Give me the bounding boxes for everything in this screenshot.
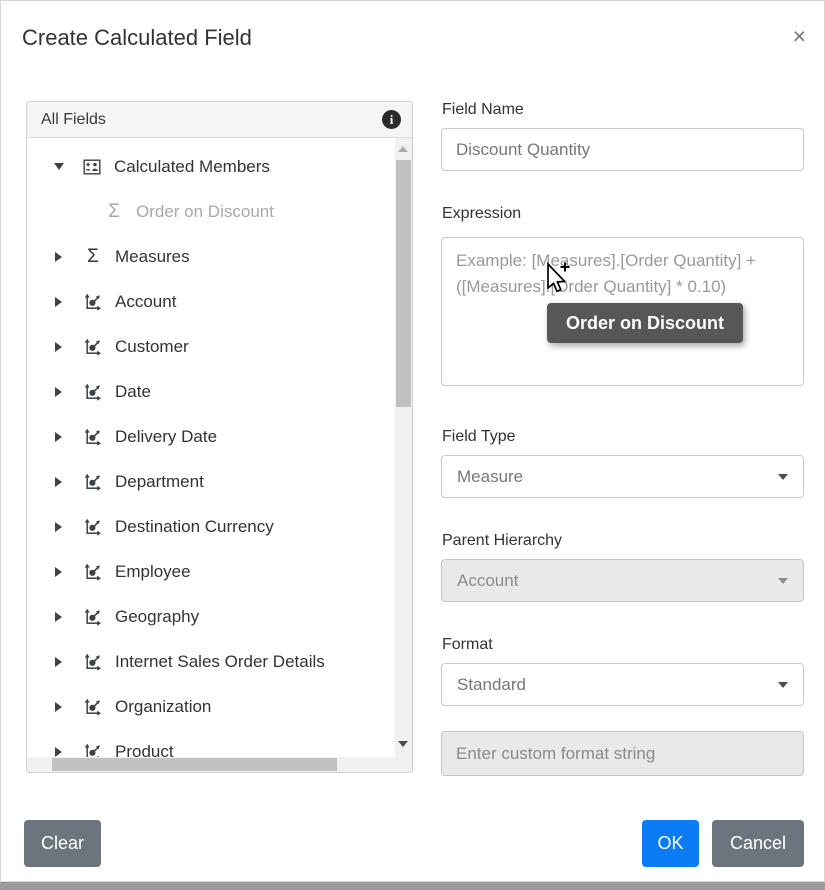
chevron-down-icon[interactable]: [54, 163, 64, 170]
scroll-down-icon[interactable]: [398, 741, 408, 747]
tree-item-department[interactable]: Department: [27, 459, 395, 504]
tree-item-destination-currency[interactable]: Destination Currency: [27, 504, 395, 549]
horizontal-scrollbar-thumb[interactable]: [52, 758, 337, 771]
tree-item-order-on-discount[interactable]: Σ Order on Discount: [27, 189, 395, 234]
tree-item-account[interactable]: Account: [27, 279, 395, 324]
chevron-right-icon[interactable]: [55, 521, 62, 532]
field-type-label: Field Type: [442, 428, 516, 445]
tree-item-calculated-members[interactable]: Calculated Members: [27, 144, 395, 189]
tree-item-customer[interactable]: Customer: [27, 324, 395, 369]
info-icon[interactable]: i: [382, 110, 401, 129]
sigma-icon: Σ: [87, 246, 99, 267]
close-icon: ×: [792, 23, 806, 49]
tree-item-product[interactable]: Product: [27, 729, 395, 757]
format-value: Standard: [457, 674, 526, 694]
expression-label: Expression: [442, 205, 522, 222]
parent-hierarchy-select: Account: [441, 559, 804, 602]
hierarchy-icon: [81, 516, 105, 538]
tree-item-label: Measures: [115, 246, 190, 266]
chevron-right-icon[interactable]: [55, 431, 62, 442]
hierarchy-icon: [81, 561, 105, 583]
sigma-icon: Σ: [102, 201, 126, 223]
tree-item-geography[interactable]: Geography: [27, 594, 395, 639]
tree-item-label: Delivery Date: [115, 426, 218, 446]
chevron-right-icon[interactable]: [55, 386, 62, 397]
field-type-value: Measure: [457, 466, 524, 486]
close-button[interactable]: ×: [793, 25, 806, 48]
tree-item-measures[interactable]: Σ Measures: [27, 234, 395, 279]
scroll-up-icon[interactable]: [398, 146, 408, 152]
chevron-right-icon[interactable]: [55, 611, 62, 622]
horizontal-scrollbar[interactable]: [27, 757, 412, 772]
page-background-strip: [28, 882, 825, 890]
chevron-right-icon[interactable]: [55, 656, 62, 667]
tree-item-employee[interactable]: Employee: [27, 549, 395, 594]
parent-hierarchy-label: Parent Hierarchy: [442, 532, 563, 549]
tree-item-label: Geography: [115, 606, 200, 626]
tree-item-date[interactable]: Date: [27, 369, 395, 414]
hierarchy-icon: [81, 606, 105, 628]
field-name-label: Field Name: [442, 101, 524, 118]
hierarchy-icon: [81, 426, 105, 448]
drag-copy-cursor: [541, 259, 575, 304]
all-fields-title: All Fields: [41, 110, 106, 128]
tree-item-label: Organization: [115, 696, 212, 716]
chevron-down-icon: [778, 473, 788, 480]
chevron-right-icon[interactable]: [55, 566, 62, 577]
format-select[interactable]: Standard: [441, 663, 804, 706]
chevron-right-icon[interactable]: [55, 476, 62, 487]
tree-item-label: Product: [115, 741, 174, 758]
calculated-members-icon: [80, 156, 104, 178]
chevron-right-icon[interactable]: [55, 341, 62, 352]
hierarchy-icon: [81, 696, 105, 718]
tree-item-label: Department: [115, 471, 204, 491]
clear-button[interactable]: Clear: [24, 820, 101, 867]
hierarchy-icon: [81, 741, 105, 757]
tree-item-label: Order on Discount: [136, 201, 274, 221]
format-label: Format: [442, 636, 493, 653]
hierarchy-icon: [81, 336, 105, 358]
hierarchy-icon: [81, 381, 105, 403]
tree-item-label: Calculated Members: [114, 156, 270, 176]
hierarchy-icon: [81, 651, 105, 673]
tree-item-delivery-date[interactable]: Delivery Date: [27, 414, 395, 459]
tree-item-label: Employee: [115, 561, 191, 581]
sigma-icon: Σ: [108, 201, 120, 222]
field-type-select[interactable]: Measure: [441, 455, 804, 498]
chevron-right-icon[interactable]: [55, 251, 62, 262]
chevron-down-icon: [778, 577, 788, 584]
dialog-title: Create Calculated Field: [22, 25, 252, 50]
vertical-scrollbar[interactable]: [395, 138, 412, 757]
custom-format-input: [441, 731, 804, 776]
cancel-button[interactable]: Cancel: [712, 820, 804, 867]
chevron-right-icon[interactable]: [55, 296, 62, 307]
tree-item-label: Account: [115, 291, 177, 311]
hierarchy-icon: [81, 471, 105, 493]
vertical-scrollbar-thumb[interactable]: [396, 160, 411, 407]
tree-item-label: Customer: [115, 336, 189, 356]
tree-item-label: Internet Sales Order Details: [115, 651, 325, 671]
tree-item-label: Date: [115, 381, 151, 401]
field-name-input[interactable]: [441, 128, 804, 171]
parent-hierarchy-value: Account: [457, 570, 519, 590]
field-tree: Calculated Members Σ Order on Discount Σ Mea…: [27, 138, 395, 757]
all-fields-header: All Fields i: [27, 102, 412, 138]
all-fields-panel: All Fields i Calculated Members Σ Order on…: [26, 101, 413, 773]
drag-tooltip: Order on Discount: [547, 303, 744, 343]
chevron-right-icon[interactable]: [55, 746, 62, 757]
hierarchy-icon: [81, 291, 105, 313]
chevron-right-icon[interactable]: [55, 701, 62, 712]
chevron-down-icon: [778, 681, 788, 688]
tree-item-internet-sales-order-details[interactable]: Internet Sales Order Details: [27, 639, 395, 684]
sigma-icon: Σ: [81, 246, 105, 268]
tree-item-organization[interactable]: Organization: [27, 684, 395, 729]
ok-button[interactable]: OK: [642, 820, 699, 867]
tree-item-label: Destination Currency: [115, 516, 274, 536]
